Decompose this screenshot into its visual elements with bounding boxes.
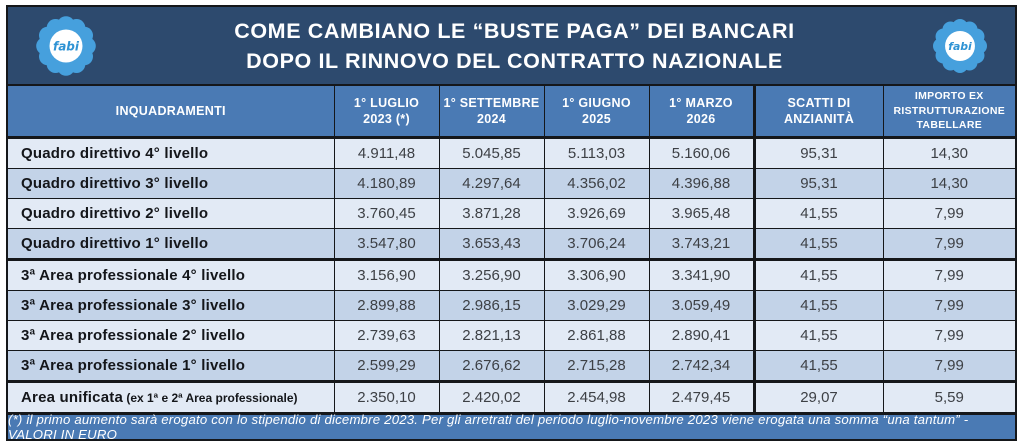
cell-value: 7,99 [882,258,1015,291]
infographic-frame: fabi COME CAMBIANO LE “BUSTE PAGA” DEI B… [6,5,1017,442]
cell-value: 2.742,34 [648,350,755,382]
cell-value: 2.890,41 [648,320,755,351]
cell-value: 7,99 [882,320,1015,351]
column-header-5: SCATTI DI ANZIANITÀ [752,86,884,139]
cell-value: 2.986,15 [438,290,545,321]
table-row: 3ª Area professionale 1° livello 2.599,29… [8,350,1015,382]
fabi-logo-icon: fabi [932,18,988,73]
cell-value: 41,55 [752,258,884,291]
cell-value: 41,55 [752,228,884,260]
fabi-logo-text: fabi [948,40,972,53]
fabi-logo-icon: fabi [36,15,96,76]
cell-value: 41,55 [752,320,884,351]
cell-value: 2.899,88 [333,290,440,321]
cell-value: 2.676,62 [438,350,545,382]
column-header-2: 1° SETTEMBRE 2024 [438,86,545,139]
cell-value: 5.113,03 [543,137,650,169]
cell-value: 14,30 [882,137,1015,169]
row-label: Quadro direttivo 2° livello [8,198,335,229]
cell-value: 7,99 [882,350,1015,382]
table-row: 3ª Area professionale 3° livello 2.899,88… [8,290,1015,321]
cell-value: 3.547,80 [333,228,440,260]
cell-value: 4.297,64 [438,168,545,199]
cell-value: 7,99 [882,290,1015,321]
table-body: Quadro direttivo 4° livello 4.911,48 5.045… [8,137,1015,413]
row-label: 3ª Area professionale 4° livello [8,258,335,291]
cell-value: 2.739,63 [333,320,440,351]
table-header-row: INQUADRAMENTI 1° LUGLIO 2023 (*) 1° SETTEM… [8,86,1015,139]
cell-value: 5.045,85 [438,137,545,169]
cell-value: 41,55 [752,198,884,229]
fabi-logo-text: fabi [53,39,80,53]
cell-value: 14,30 [882,168,1015,199]
cell-value: 3.306,90 [543,258,650,291]
cell-value: 41,55 [752,290,884,321]
cell-value: 3.029,29 [543,290,650,321]
cell-value: 3.706,24 [543,228,650,260]
cell-value: 3.256,90 [438,258,545,291]
cell-value: 7,99 [882,198,1015,229]
cell-value: 3.341,90 [648,258,755,291]
row-label: Quadro direttivo 3° livello [8,168,335,199]
row-label: Area unificata (ex 1ª e 2ª Area professi… [8,380,335,413]
page-title: COME CAMBIANO LE “BUSTE PAGA” DEI BANCAR… [98,16,931,76]
row-label: 3ª Area professionale 3° livello [8,290,335,321]
cell-value: 2.350,10 [333,380,440,413]
table-row: Quadro direttivo 2° livello 3.760,45 3.871… [8,198,1015,229]
title-band: fabi COME CAMBIANO LE “BUSTE PAGA” DEI B… [8,7,1015,86]
cell-value: 3.965,48 [648,198,755,229]
page-title-line2: DOPO IL RINNOVO DEL CONTRATTO NAZIONALE [246,48,783,73]
salary-table: INQUADRAMENTI 1° LUGLIO 2023 (*) 1° SETTEM… [8,86,1015,413]
cell-value: 3.059,49 [648,290,755,321]
table-row: Quadro direttivo 1° livello 3.547,80 3.653… [8,228,1015,260]
cell-value: 2.599,29 [333,350,440,382]
row-label: 3ª Area professionale 1° livello [8,350,335,382]
cell-value: 4.356,02 [543,168,650,199]
column-header-0: INQUADRAMENTI [8,86,335,139]
cell-value: 29,07 [752,380,884,413]
cell-value: 3.743,21 [648,228,755,260]
cell-value: 2.861,88 [543,320,650,351]
cell-value: 2.454,98 [543,380,650,413]
page-title-line1: COME CAMBIANO LE “BUSTE PAGA” DEI BANCAR… [234,18,795,43]
cell-value: 4.180,89 [333,168,440,199]
column-header-1: 1° LUGLIO 2023 (*) [333,86,440,139]
cell-value: 2.715,28 [543,350,650,382]
cell-value: 3.926,69 [543,198,650,229]
row-label: Quadro direttivo 1° livello [8,228,335,260]
row-label: Quadro direttivo 4° livello [8,137,335,169]
table-row: Quadro direttivo 3° livello 4.180,89 4.297… [8,168,1015,199]
cell-value: 2.479,45 [648,380,755,413]
table-row: 3ª Area professionale 2° livello 2.739,63… [8,320,1015,351]
cell-value: 41,55 [752,350,884,382]
cell-value: 3.156,90 [333,258,440,291]
column-header-3: 1° GIUGNO 2025 [543,86,650,139]
footnote: (*) il primo aumento sarà erogato con lo… [8,412,1015,442]
cell-value: 2.821,13 [438,320,545,351]
cell-value: 3.653,43 [438,228,545,260]
cell-value: 95,31 [752,137,884,169]
table-row: Quadro direttivo 4° livello 4.911,48 5.045… [8,137,1015,169]
row-label: 3ª Area professionale 2° livello [8,320,335,351]
cell-value: 5,59 [882,380,1015,413]
cell-value: 3.760,45 [333,198,440,229]
cell-value: 95,31 [752,168,884,199]
column-header-6: IMPORTO EX RISTRUTTURAZIONE TABELLARE [882,86,1015,139]
column-header-4: 1° MARZO 2026 [648,86,755,139]
cell-value: 7,99 [882,228,1015,260]
table-row: Area unificata (ex 1ª e 2ª Area professi… [8,380,1015,413]
table-row: 3ª Area professionale 4° livello 3.156,90… [8,258,1015,291]
cell-value: 2.420,02 [438,380,545,413]
cell-value: 4.396,88 [648,168,755,199]
row-label-note: (ex 1ª e 2ª Area professionale) [123,391,298,405]
cell-value: 5.160,06 [648,137,755,169]
cell-value: 3.871,28 [438,198,545,229]
cell-value: 4.911,48 [333,137,440,169]
